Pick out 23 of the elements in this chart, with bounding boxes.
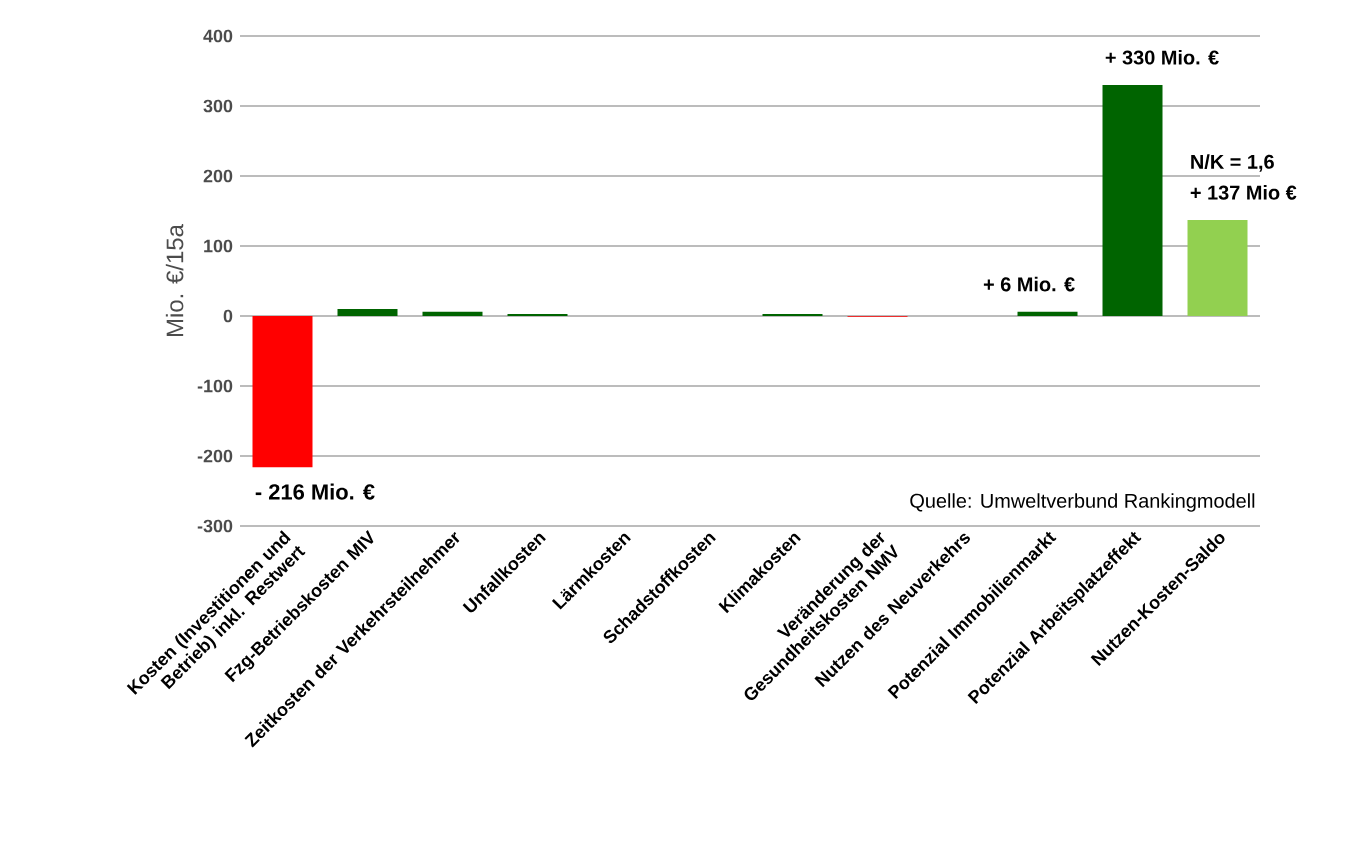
bar: [252, 316, 313, 468]
y-tick-label: 0: [223, 309, 233, 323]
bar: [1187, 220, 1248, 316]
y-tick-label: -300: [197, 519, 233, 533]
data-label: - 216 Mio. €: [255, 483, 375, 500]
y-tick-label: 100: [204, 239, 233, 253]
annotation: Quelle: Umweltverbund Rankingmodell: [910, 493, 1255, 512]
y-tick-label: 400: [203, 29, 233, 43]
y-tick-label: 200: [203, 169, 233, 183]
y-tick-label: 300: [203, 99, 233, 113]
y-axis-title: Mio. €/15a: [165, 224, 184, 336]
data-label: + 137 Mio €: [1190, 185, 1297, 200]
bar: [1017, 311, 1078, 316]
bar: [337, 309, 398, 316]
bar: [762, 313, 823, 316]
annotation: N/K = 1,6: [1191, 154, 1274, 172]
bar: [422, 311, 483, 316]
y-tick-label: -100: [197, 379, 233, 393]
y-tick-label: -200: [197, 449, 233, 463]
bar: [507, 313, 568, 316]
data-label: + 6 Mio. €: [983, 276, 1075, 292]
bar: [1102, 85, 1163, 316]
data-label: + 330 Mio. €: [1105, 49, 1219, 65]
